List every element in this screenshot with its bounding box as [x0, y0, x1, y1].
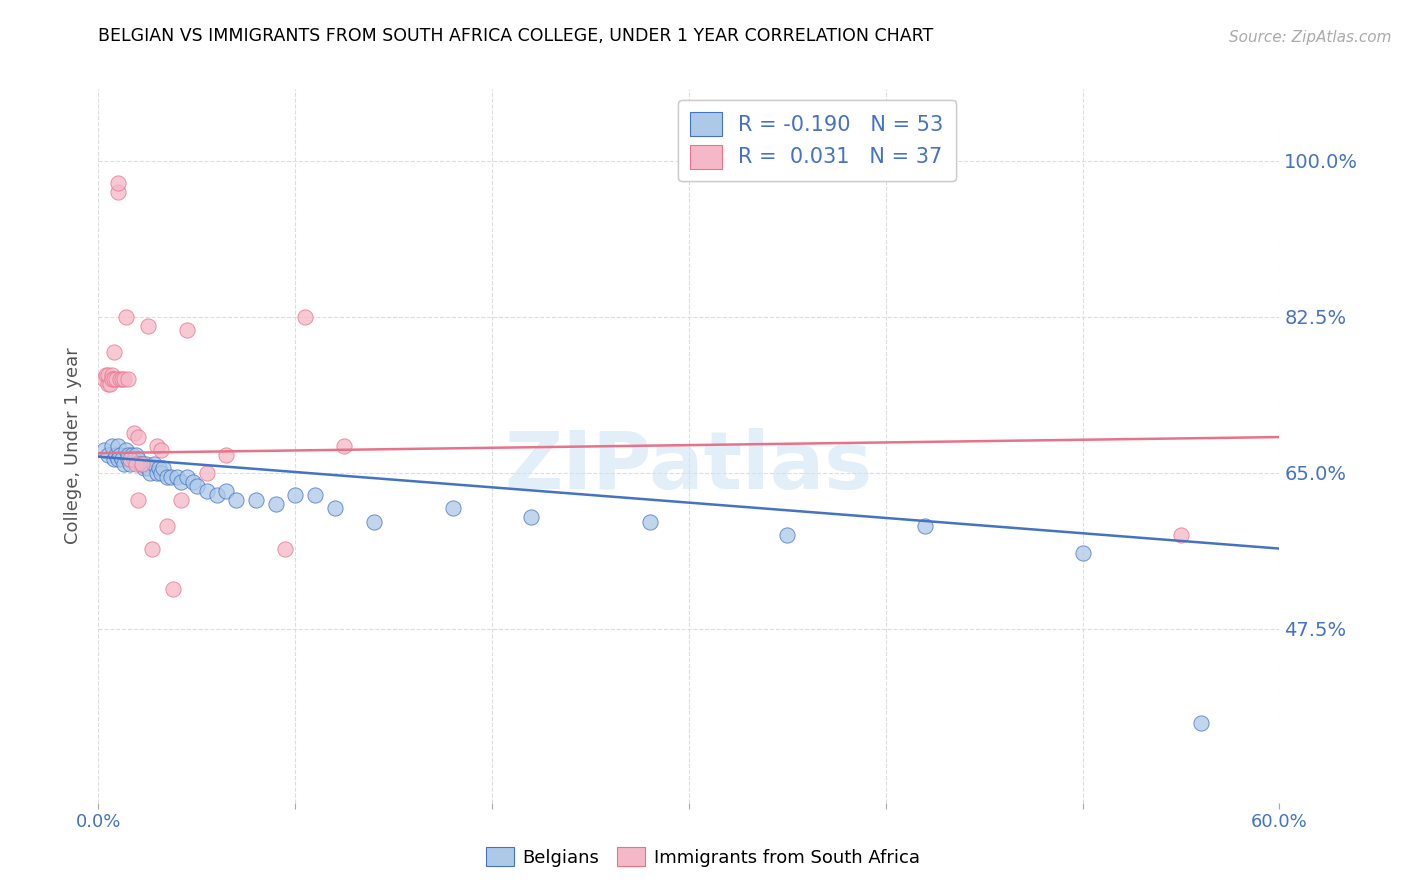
Point	[127, 492, 149, 507]
Point	[111, 452, 134, 467]
Point	[1071, 546, 1094, 560]
Point	[162, 582, 184, 596]
Point	[294, 310, 316, 324]
Point	[97, 376, 120, 391]
Point	[115, 310, 138, 324]
Point	[156, 470, 179, 484]
Point	[136, 461, 159, 475]
Text: BELGIAN VS IMMIGRANTS FROM SOUTH AFRICA COLLEGE, UNDER 1 YEAR CORRELATION CHART: BELGIAN VS IMMIGRANTS FROM SOUTH AFRICA …	[98, 27, 934, 45]
Point	[225, 492, 247, 507]
Point	[181, 475, 204, 489]
Point	[101, 372, 124, 386]
Point	[115, 443, 138, 458]
Y-axis label: College, Under 1 year: College, Under 1 year	[65, 348, 83, 544]
Point	[97, 448, 120, 462]
Point	[122, 425, 145, 440]
Point	[107, 452, 129, 467]
Point	[1189, 715, 1212, 730]
Text: Source: ZipAtlas.com: Source: ZipAtlas.com	[1229, 29, 1392, 45]
Point	[103, 372, 125, 386]
Point	[205, 488, 228, 502]
Point	[117, 448, 139, 462]
Point	[103, 452, 125, 467]
Point	[118, 452, 141, 467]
Point	[117, 372, 139, 386]
Point	[323, 501, 346, 516]
Point	[215, 448, 238, 462]
Point	[135, 457, 157, 471]
Point	[96, 368, 118, 382]
Point	[127, 452, 149, 467]
Point	[284, 488, 307, 502]
Point	[150, 443, 173, 458]
Point	[117, 452, 139, 467]
Point	[131, 457, 153, 471]
Point	[638, 515, 661, 529]
Point	[176, 470, 198, 484]
Point	[101, 439, 124, 453]
Point	[118, 457, 141, 471]
Point	[363, 515, 385, 529]
Point	[170, 475, 193, 489]
Point	[776, 528, 799, 542]
Point	[141, 541, 163, 556]
Point	[195, 466, 218, 480]
Point	[97, 368, 120, 382]
Point	[112, 457, 135, 471]
Point	[274, 541, 297, 556]
Point	[152, 461, 174, 475]
Point	[186, 479, 208, 493]
Point	[304, 488, 326, 502]
Point	[148, 461, 170, 475]
Point	[441, 501, 464, 516]
Point	[146, 439, 169, 453]
Point	[131, 457, 153, 471]
Point	[105, 372, 128, 386]
Legend: Belgians, Immigrants from South Africa: Belgians, Immigrants from South Africa	[479, 840, 927, 874]
Point	[93, 372, 115, 386]
Point	[103, 345, 125, 359]
Point	[520, 510, 543, 524]
Point	[111, 372, 134, 386]
Point	[108, 448, 131, 462]
Point	[914, 519, 936, 533]
Point	[264, 497, 287, 511]
Point	[195, 483, 218, 498]
Point	[146, 466, 169, 480]
Point	[125, 448, 148, 462]
Point	[156, 519, 179, 533]
Text: ZIPatlas: ZIPatlas	[505, 428, 873, 507]
Point	[170, 492, 193, 507]
Point	[107, 439, 129, 453]
Point	[333, 439, 356, 453]
Point	[132, 461, 155, 475]
Point	[101, 368, 124, 382]
Point	[150, 466, 173, 480]
Point	[142, 457, 165, 471]
Point	[105, 448, 128, 462]
Point	[107, 176, 129, 190]
Point	[166, 470, 188, 484]
Legend: R = -0.190   N = 53, R =  0.031   N = 37: R = -0.190 N = 53, R = 0.031 N = 37	[678, 100, 956, 181]
Point	[112, 372, 135, 386]
Point	[215, 483, 238, 498]
Point	[122, 452, 145, 467]
Point	[121, 448, 143, 462]
Point	[138, 466, 160, 480]
Point	[176, 323, 198, 337]
Point	[1170, 528, 1192, 542]
Point	[93, 443, 115, 458]
Point	[160, 470, 183, 484]
Point	[136, 318, 159, 333]
Point	[98, 376, 121, 391]
Point	[107, 185, 129, 199]
Point	[245, 492, 267, 507]
Point	[125, 457, 148, 471]
Point	[108, 372, 131, 386]
Point	[128, 457, 150, 471]
Point	[127, 430, 149, 444]
